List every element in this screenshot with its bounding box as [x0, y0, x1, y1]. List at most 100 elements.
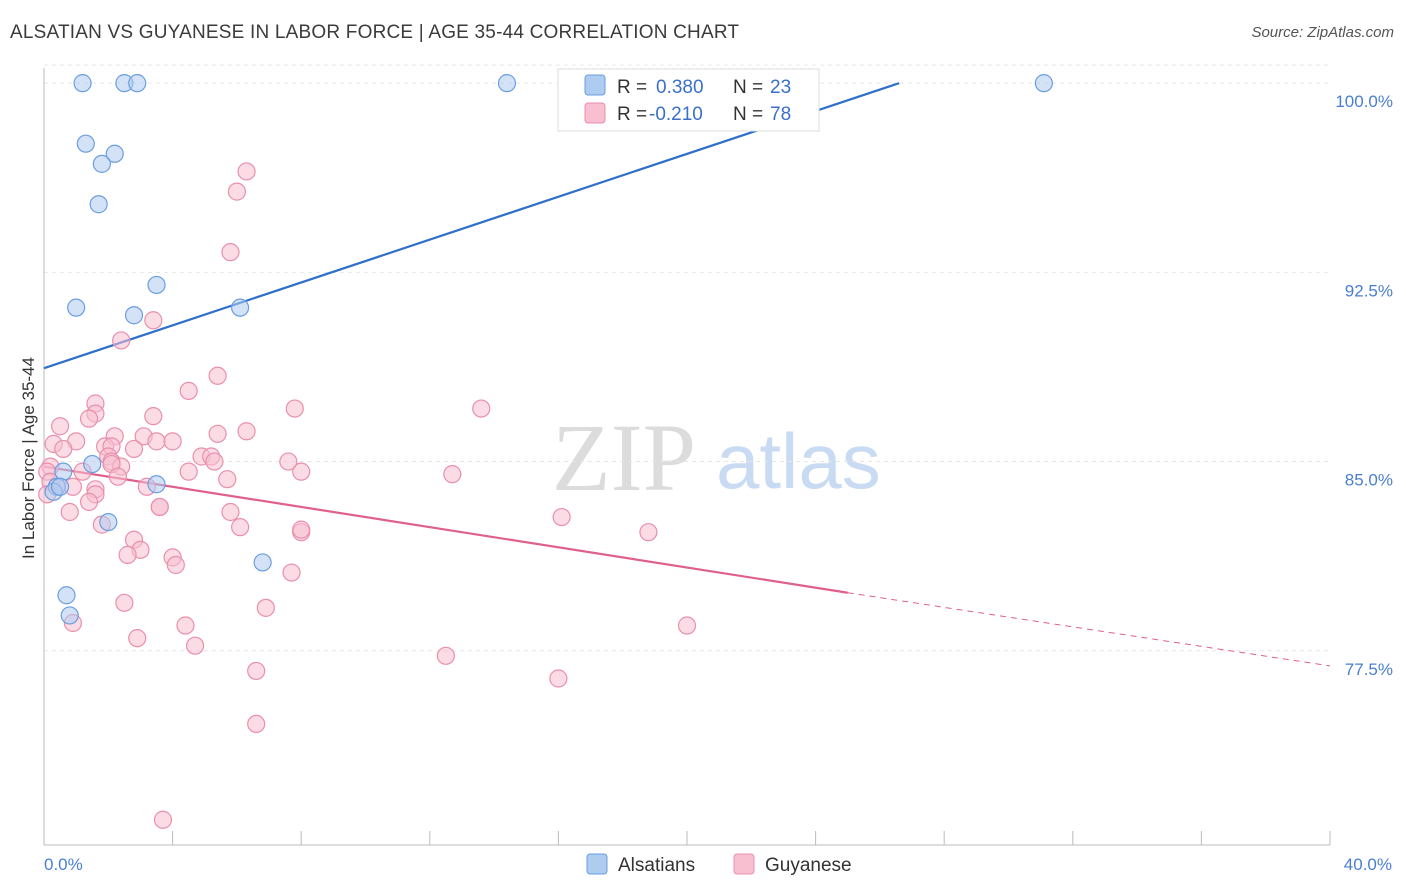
y-tick-label: 77.5%	[1345, 660, 1393, 679]
guyanese-point	[292, 520, 311, 539]
guyanese-point	[186, 636, 205, 655]
guyanese-point	[237, 422, 256, 441]
guyanese-point	[443, 465, 462, 484]
guyanese-point	[118, 545, 137, 564]
alsatian-point	[253, 553, 272, 572]
guyanese-point	[115, 593, 134, 612]
alsatian-point	[60, 606, 79, 625]
x-axis	[43, 68, 1331, 846]
guyanese-point	[176, 616, 195, 635]
alsatian-point	[497, 74, 517, 93]
alsatian-point	[124, 306, 144, 325]
legend-r-value-2: -0.210	[649, 104, 703, 125]
guyanese-point	[279, 452, 298, 471]
guyanese-point	[256, 598, 275, 617]
guyanese-point	[552, 507, 571, 527]
legend-n-value-2: 78	[770, 104, 791, 125]
legend-r-value-1: 0.380	[656, 77, 704, 98]
x-tick-label-min: 0.0%	[44, 855, 83, 874]
y-axis-label: In Labor Force | Age 35-44	[19, 357, 38, 559]
legend-guyanese-label: Guyanese	[765, 855, 852, 876]
alsatian-point	[67, 298, 86, 317]
alsatian-point	[1034, 74, 1053, 93]
alsatian-swatch	[584, 74, 606, 96]
alsatian-point	[57, 586, 76, 605]
guyanese-point	[218, 470, 237, 489]
legend-n-label-2: N =	[733, 104, 763, 125]
guyanese-point	[549, 669, 568, 688]
guyanese-point	[221, 243, 240, 262]
guyanese-point	[205, 452, 224, 471]
guyanese-point	[144, 407, 163, 426]
guyanese-point	[79, 492, 99, 512]
guyanese-point	[221, 502, 240, 522]
y-tick-label: 100.0%	[1335, 92, 1393, 111]
legend-n-label-1: N =	[733, 77, 763, 98]
guyanese-point	[639, 523, 658, 542]
guyanese-point	[237, 162, 256, 181]
guyanese-point	[292, 462, 311, 481]
series-legend: Alsatians Guyanese	[586, 853, 852, 876]
guyanese-point	[282, 563, 301, 582]
guyanese-point	[247, 714, 266, 734]
alsatian-point	[73, 74, 92, 93]
guyanese-point	[163, 432, 182, 451]
guyanese-point	[128, 629, 147, 648]
chart-title: ALSATIAN VS GUYANESE IN LABOR FORCE | AG…	[10, 22, 740, 43]
legend-alsatians-label: Alsatians	[618, 855, 695, 876]
alsatian-point	[147, 275, 166, 295]
y-tick-labels: 77.5% 85.0% 92.5% 100.0%	[1335, 92, 1393, 679]
source-note: Source: ZipAtlas.com	[1251, 24, 1394, 41]
alsatian-point	[147, 475, 166, 494]
watermark-zip: ZIP	[552, 404, 696, 511]
guyanese-point	[50, 417, 70, 436]
alsatian-point	[92, 154, 111, 173]
guyanese-trend-extension	[847, 592, 1331, 667]
guyanese-point	[231, 518, 250, 537]
alsatian-point	[83, 454, 102, 474]
alsatian-point	[231, 298, 250, 317]
guyanese-point	[436, 646, 455, 665]
y-tick-label: 85.0%	[1345, 471, 1393, 490]
watermark-atlas: atlas	[716, 417, 881, 505]
alsatian-point	[105, 144, 124, 163]
guyanese-point	[147, 432, 166, 451]
legend-n-value-1: 23	[770, 77, 791, 98]
legend-guyanese-swatch	[733, 853, 755, 875]
guyanese-point	[124, 439, 144, 459]
guyanese-point	[247, 661, 266, 681]
alsatian-point	[128, 74, 147, 93]
alsatian-point	[99, 512, 118, 532]
guyanese-point	[79, 409, 99, 428]
legend-alsatians-swatch	[586, 853, 608, 875]
guyanese-point	[179, 381, 198, 401]
stats-legend: R = 0.380 N = 23 R = -0.210 N = 78	[557, 68, 820, 132]
guyanese-swatch	[584, 102, 606, 124]
guyanese-point	[179, 462, 198, 481]
alsatian-points	[44, 74, 1053, 625]
guyanese-point	[227, 182, 246, 201]
legend-r-label-2: R =	[617, 104, 647, 125]
guyanese-point	[60, 502, 79, 522]
guyanese-point	[150, 497, 169, 517]
guyanese-point	[208, 366, 227, 385]
guyanese-point	[166, 555, 185, 575]
guyanese-point	[112, 331, 131, 350]
guyanese-point	[677, 616, 697, 635]
guyanese-trend-line	[43, 465, 848, 594]
guyanese-point	[144, 311, 163, 330]
x-tick-label-max: 40.0%	[1344, 855, 1392, 874]
guyanese-point	[153, 810, 173, 829]
guyanese-point	[108, 467, 128, 486]
guyanese-point	[54, 439, 73, 459]
guyanese-point	[472, 399, 491, 418]
alsatian-point	[50, 477, 70, 496]
alsatian-point	[54, 462, 73, 481]
y-tick-label: 92.5%	[1345, 281, 1393, 300]
guyanese-point	[208, 424, 227, 443]
alsatian-point	[76, 134, 95, 153]
legend-r-label-1: R =	[617, 77, 647, 98]
guyanese-point	[285, 399, 304, 418]
trend-lines	[43, 82, 1331, 667]
